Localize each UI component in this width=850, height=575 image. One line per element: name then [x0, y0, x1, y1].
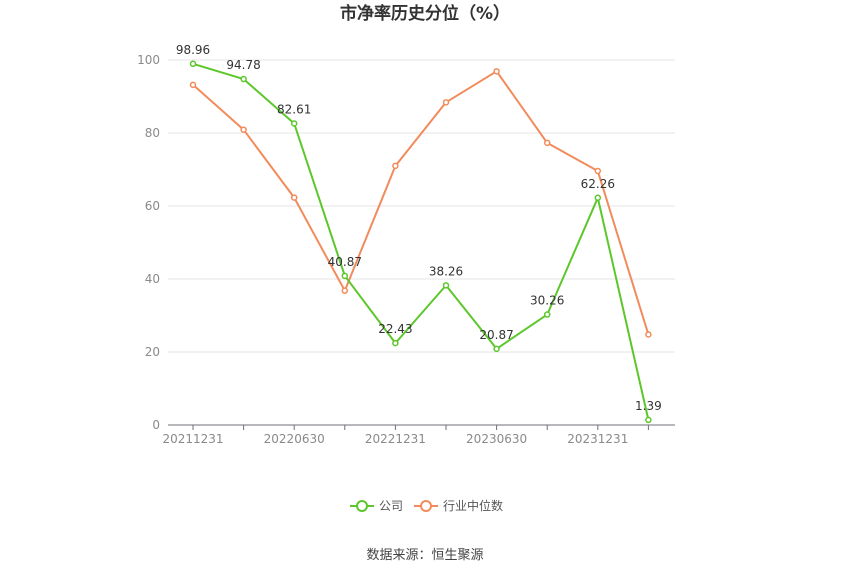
data-labels: 98.96 94.78 82.61 40.87 22.43 38.26 20.87 30.26…: [176, 43, 662, 413]
data-label: 22.43: [378, 322, 412, 336]
data-point[interactable]: [442, 99, 450, 106]
data-point[interactable]: [341, 287, 349, 294]
data-point[interactable]: [341, 272, 349, 280]
source-note: 数据来源：恒生聚源: [366, 548, 483, 563]
y-tick-label: 60: [145, 199, 160, 213]
y-axis: 0 20 40 60 80 100: [137, 53, 160, 432]
data-label: 98.96: [176, 43, 210, 57]
x-tick-label: 20230630: [466, 432, 527, 446]
data-label: 38.26: [429, 264, 463, 278]
legend-label: 公司: [379, 499, 403, 513]
y-tick-label: 80: [145, 126, 160, 140]
grid: [168, 59, 675, 353]
data-point[interactable]: [290, 120, 298, 127]
data-point[interactable]: [392, 339, 399, 347]
data-point[interactable]: [594, 194, 602, 202]
data-point[interactable]: [189, 60, 197, 68]
series-group: [189, 60, 652, 424]
data-point[interactable]: [240, 75, 247, 83]
legend-swatch-marker: [356, 500, 368, 512]
legend[interactable]: 公司 行业中位数: [350, 498, 503, 513]
data-label: 1.39: [635, 399, 662, 413]
x-axis: 20211231 20220630 20221231 20230630 20231231: [162, 424, 675, 446]
y-tick-label: 0: [152, 418, 160, 432]
data-point[interactable]: [594, 167, 602, 175]
legend-item[interactable]: 公司: [350, 499, 403, 513]
data-point[interactable]: [493, 68, 500, 75]
data-point[interactable]: [392, 162, 399, 170]
legend-label: 行业中位数: [443, 498, 503, 513]
legend-item[interactable]: 行业中位数: [414, 498, 503, 513]
data-point[interactable]: [290, 194, 298, 201]
y-tick-label: 40: [145, 272, 160, 286]
y-tick-label: 20: [145, 345, 160, 359]
data-label: 62.26: [581, 177, 615, 191]
y-tick-label: 100: [137, 53, 160, 67]
data-point[interactable]: [645, 331, 652, 338]
data-label: 30.26: [530, 294, 564, 308]
x-tick-label: 20211231: [162, 432, 223, 446]
data-point[interactable]: [493, 345, 500, 353]
chart-title: 市净率历史分位（%）: [340, 3, 510, 24]
x-tick-label: 20220630: [264, 432, 325, 446]
series-line: [192, 62, 650, 421]
data-point[interactable]: [543, 139, 551, 147]
data-point[interactable]: [240, 126, 247, 133]
legend-swatch-marker: [420, 500, 432, 512]
data-point[interactable]: [543, 311, 551, 318]
data-point[interactable]: [189, 81, 197, 89]
data-label: 82.61: [277, 102, 311, 116]
data-label: 20.87: [479, 328, 513, 342]
series-line: [192, 70, 650, 335]
data-label: 94.78: [226, 58, 260, 72]
x-tick-label: 20231231: [567, 432, 628, 446]
data-point[interactable]: [442, 282, 450, 289]
data-point[interactable]: [645, 416, 652, 424]
data-label: 40.87: [328, 255, 362, 269]
x-tick-label: 20221231: [365, 432, 426, 446]
